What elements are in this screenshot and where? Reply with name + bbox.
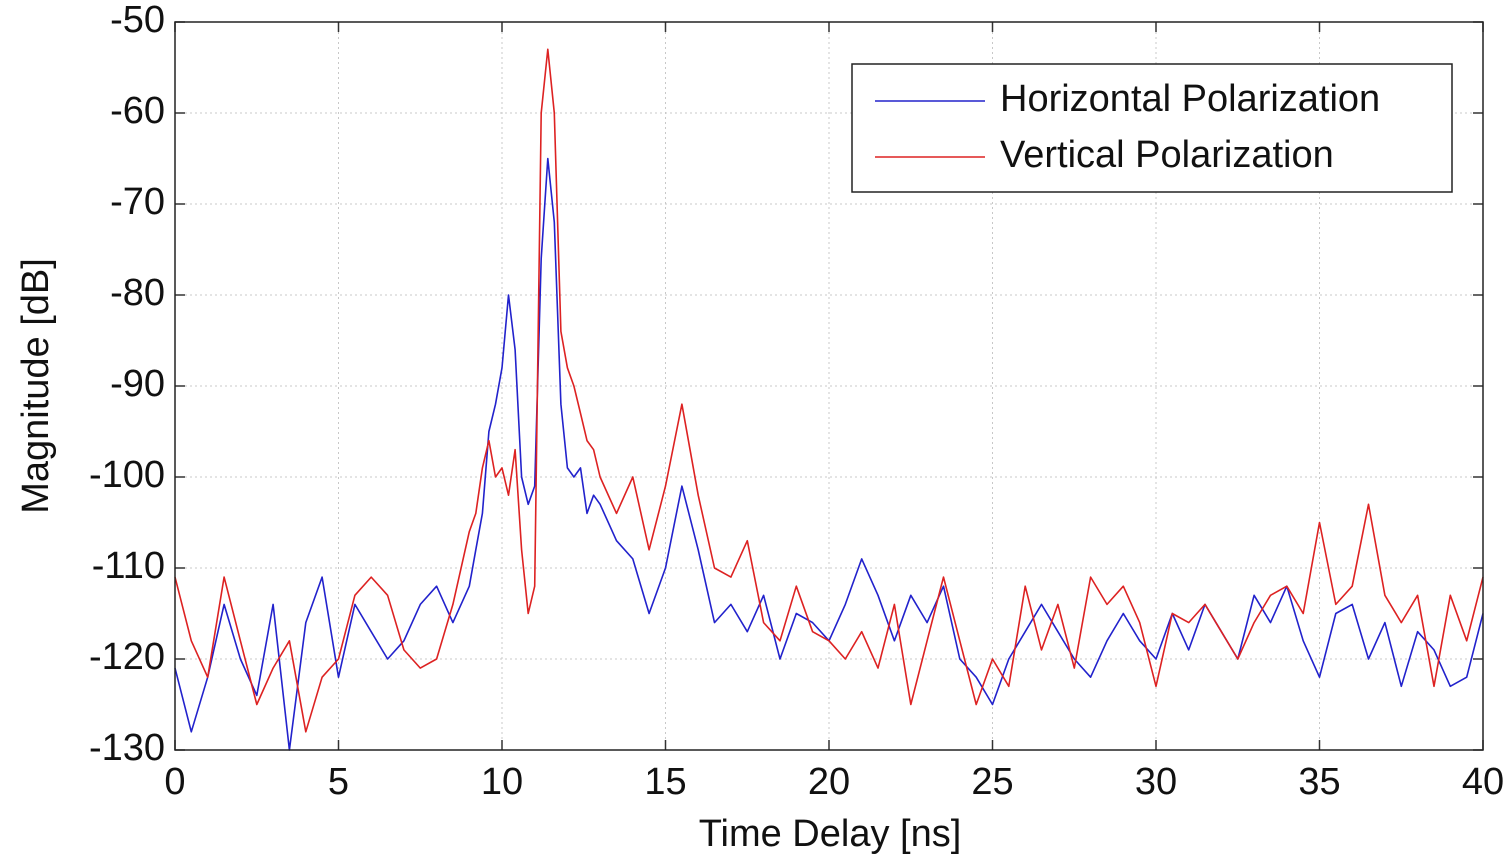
data-line	[174, 48, 1484, 733]
x-tick-label: 15	[644, 761, 686, 803]
x-tick-label: 20	[808, 761, 850, 803]
x-tick-label: 30	[1135, 761, 1177, 803]
legend-box	[851, 63, 1453, 193]
y-tick-label: -70	[110, 181, 165, 223]
x-tick-label: 25	[971, 761, 1013, 803]
x-tick-label: 10	[481, 761, 523, 803]
y-tick-label: -60	[110, 90, 165, 132]
y-tick-label: -80	[110, 272, 165, 314]
x-tick-label: 40	[1462, 761, 1504, 803]
plot-frame	[174, 21, 1484, 751]
y-tick-label: -120	[89, 636, 165, 678]
y-tick-label: -50	[110, 0, 165, 41]
x-axis-label: Time Delay [ns]	[699, 813, 962, 855]
y-tick-label: -110	[92, 545, 165, 587]
y-tick-label: -130	[89, 727, 165, 769]
y-axis-label: Magnitude [dB]	[15, 258, 57, 514]
y-tick-label: -100	[89, 454, 165, 496]
y-tick-label: -90	[110, 363, 165, 405]
x-tick-label: 0	[164, 761, 185, 803]
x-tick-label: 35	[1298, 761, 1340, 803]
legend-label: Horizontal Polarization	[1000, 78, 1380, 120]
legend-label: Vertical Polarization	[1000, 134, 1334, 176]
x-tick-label: 5	[328, 761, 349, 803]
